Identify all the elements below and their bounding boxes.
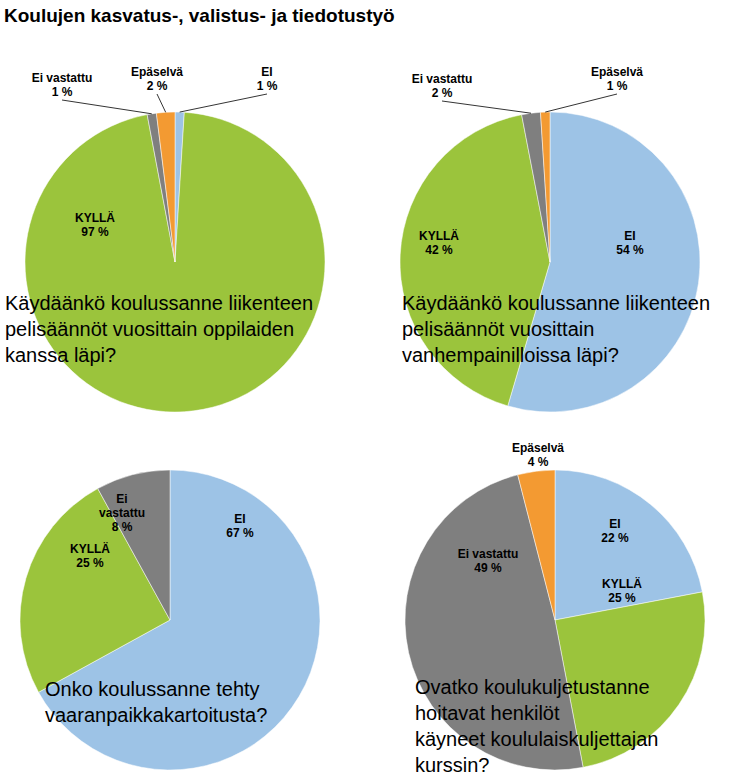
slice-name: Ei vastattu [458, 547, 519, 561]
slice-value: 49 % [474, 561, 502, 575]
question-line: käyneet koululaiskuljettajan [415, 728, 659, 750]
pie-slice [522, 112, 550, 262]
chart-page: Koulujen kasvatus-, valistus- ja tiedotu… [0, 0, 753, 774]
slice-value: 67 % [226, 526, 254, 540]
slice-name-line: KYLLÄ [70, 541, 110, 556]
leader-line [62, 100, 152, 114]
slice-name-line: Epäselvä [131, 65, 183, 79]
question: Käydäänkö koulussanne liikenteen pelisään… [5, 292, 313, 366]
slice-name-line: EI [261, 65, 272, 79]
question-line: vanhempainilloissa läpi? [402, 344, 619, 366]
slice-name: KYLLÄ [602, 576, 642, 591]
slice-name: Ei vastattu [32, 71, 93, 85]
pie-slice [518, 470, 555, 620]
pie-chart: Ovatko koulukuljetustanne hoitavat henkil… [405, 441, 705, 774]
slice-name-line: EI [234, 512, 245, 526]
slice-value: 25 % [76, 556, 104, 570]
question-line: Käydäänkö koulussanne liikenteen [5, 292, 313, 314]
data-labels: EI1 %KYLLÄ97 %Ei vastattu1 %Epäselvä2 % [32, 65, 278, 239]
slice-value: 1 % [607, 79, 628, 93]
pie-chart: Onko koulussanne tehty vaaranpaikkakartoi… [20, 470, 320, 770]
slice-name: Epäselvä [591, 65, 643, 79]
slice-value: 1 % [257, 79, 278, 93]
question-line: Onko koulussanne tehty [45, 678, 260, 700]
slice-name: EI [609, 517, 620, 531]
slice-name: KYLLÄ [70, 541, 110, 556]
slice-name-line: Ei vastattu [458, 547, 519, 561]
pie-chart: Käydäänkö koulussanne liikenteen pelisään… [400, 65, 710, 412]
question: Onko koulussanne tehty vaaranpaikkakartoi… [45, 678, 267, 726]
leader-line [180, 94, 267, 112]
leader-line [157, 94, 166, 112]
slice-name-line: Epäselvä [512, 441, 564, 455]
slice-value: 2 % [147, 79, 168, 93]
slice-name: EI [624, 229, 635, 243]
slice-value: 42 % [425, 243, 453, 257]
slice-value: 8 % [112, 520, 133, 534]
slice-value: 2 % [432, 86, 453, 100]
slice-name: Ei vastattu [412, 72, 473, 86]
data-labels: EI54 % KYLLÄ42 % Ei vastattu2 % Epäselvä1 % [412, 65, 644, 257]
pie-slice [25, 112, 325, 412]
slice-value: 4 % [528, 455, 549, 469]
question-line: hoitavat henkilöt [415, 702, 560, 724]
slice-name-line: EI [624, 229, 635, 243]
question-line: kurssin? [415, 754, 489, 774]
question-line: vaaranpaikkakartoitusta? [45, 704, 267, 726]
question-line: Ovatko koulukuljetustanne [415, 676, 650, 698]
slice-name: Eivastattu [99, 492, 145, 520]
slice-name: Epäselvä [131, 65, 183, 79]
slice-name: KYLLÄ [419, 228, 459, 243]
slice-name: EI [261, 65, 272, 79]
slice-name-line: Ei vastattu [412, 72, 473, 86]
pie-slice [156, 112, 175, 262]
slice-name-line: KYLLÄ [419, 228, 459, 243]
data-labels: EI22 % KYLLÄ25 % Ei vastattu49 % Epäselvä4 … [458, 441, 643, 605]
slice-value: 97 % [81, 225, 109, 239]
leader-line [442, 101, 531, 113]
slice-name-line: EI [609, 517, 620, 531]
slices [20, 470, 320, 770]
slice-name-line: KYLLÄ [602, 576, 642, 591]
leader-line [545, 94, 617, 112]
slice-name-line: Epäselvä [591, 65, 643, 79]
slice-value: 25 % [608, 591, 636, 605]
slice-name: Epäselvä [512, 441, 564, 455]
slice-value: 54 % [616, 243, 644, 257]
question-line: kanssa läpi? [5, 344, 116, 366]
slice-name-line: Ei vastattu [32, 71, 93, 85]
slice-name-line: vastattu [99, 506, 145, 520]
slice-value: 1 % [52, 85, 73, 99]
slice-name: EI [234, 512, 245, 526]
page-title: Koulujen kasvatus-, valistus- ja tiedotu… [4, 5, 395, 26]
slices [25, 112, 325, 412]
pie-slice [540, 112, 550, 262]
pie-slice [405, 475, 583, 770]
question-line: pelisäännöt vuosittain oppilaiden [5, 318, 294, 340]
question: Käydäänkö koulussanne liikenteen pelisään… [402, 292, 710, 366]
slices [405, 470, 705, 770]
slice-name-line: Ei [116, 492, 127, 506]
data-labels: EI67 % KYLLÄ25 % Eivastattu8 % [70, 492, 254, 570]
slices [400, 112, 700, 412]
slice-name: KYLLÄ [75, 210, 115, 225]
question-line: pelisäännöt vuosittain [402, 318, 594, 340]
pie-chart: Käydäänkö koulussanne liikenteen pelisään… [5, 65, 325, 412]
question: Ovatko koulukuljetustanne hoitavat henkil… [415, 676, 659, 774]
slice-name-line: KYLLÄ [75, 210, 115, 225]
slice-value: 22 % [601, 531, 629, 545]
question-line: Käydäänkö koulussanne liikenteen [402, 292, 710, 314]
